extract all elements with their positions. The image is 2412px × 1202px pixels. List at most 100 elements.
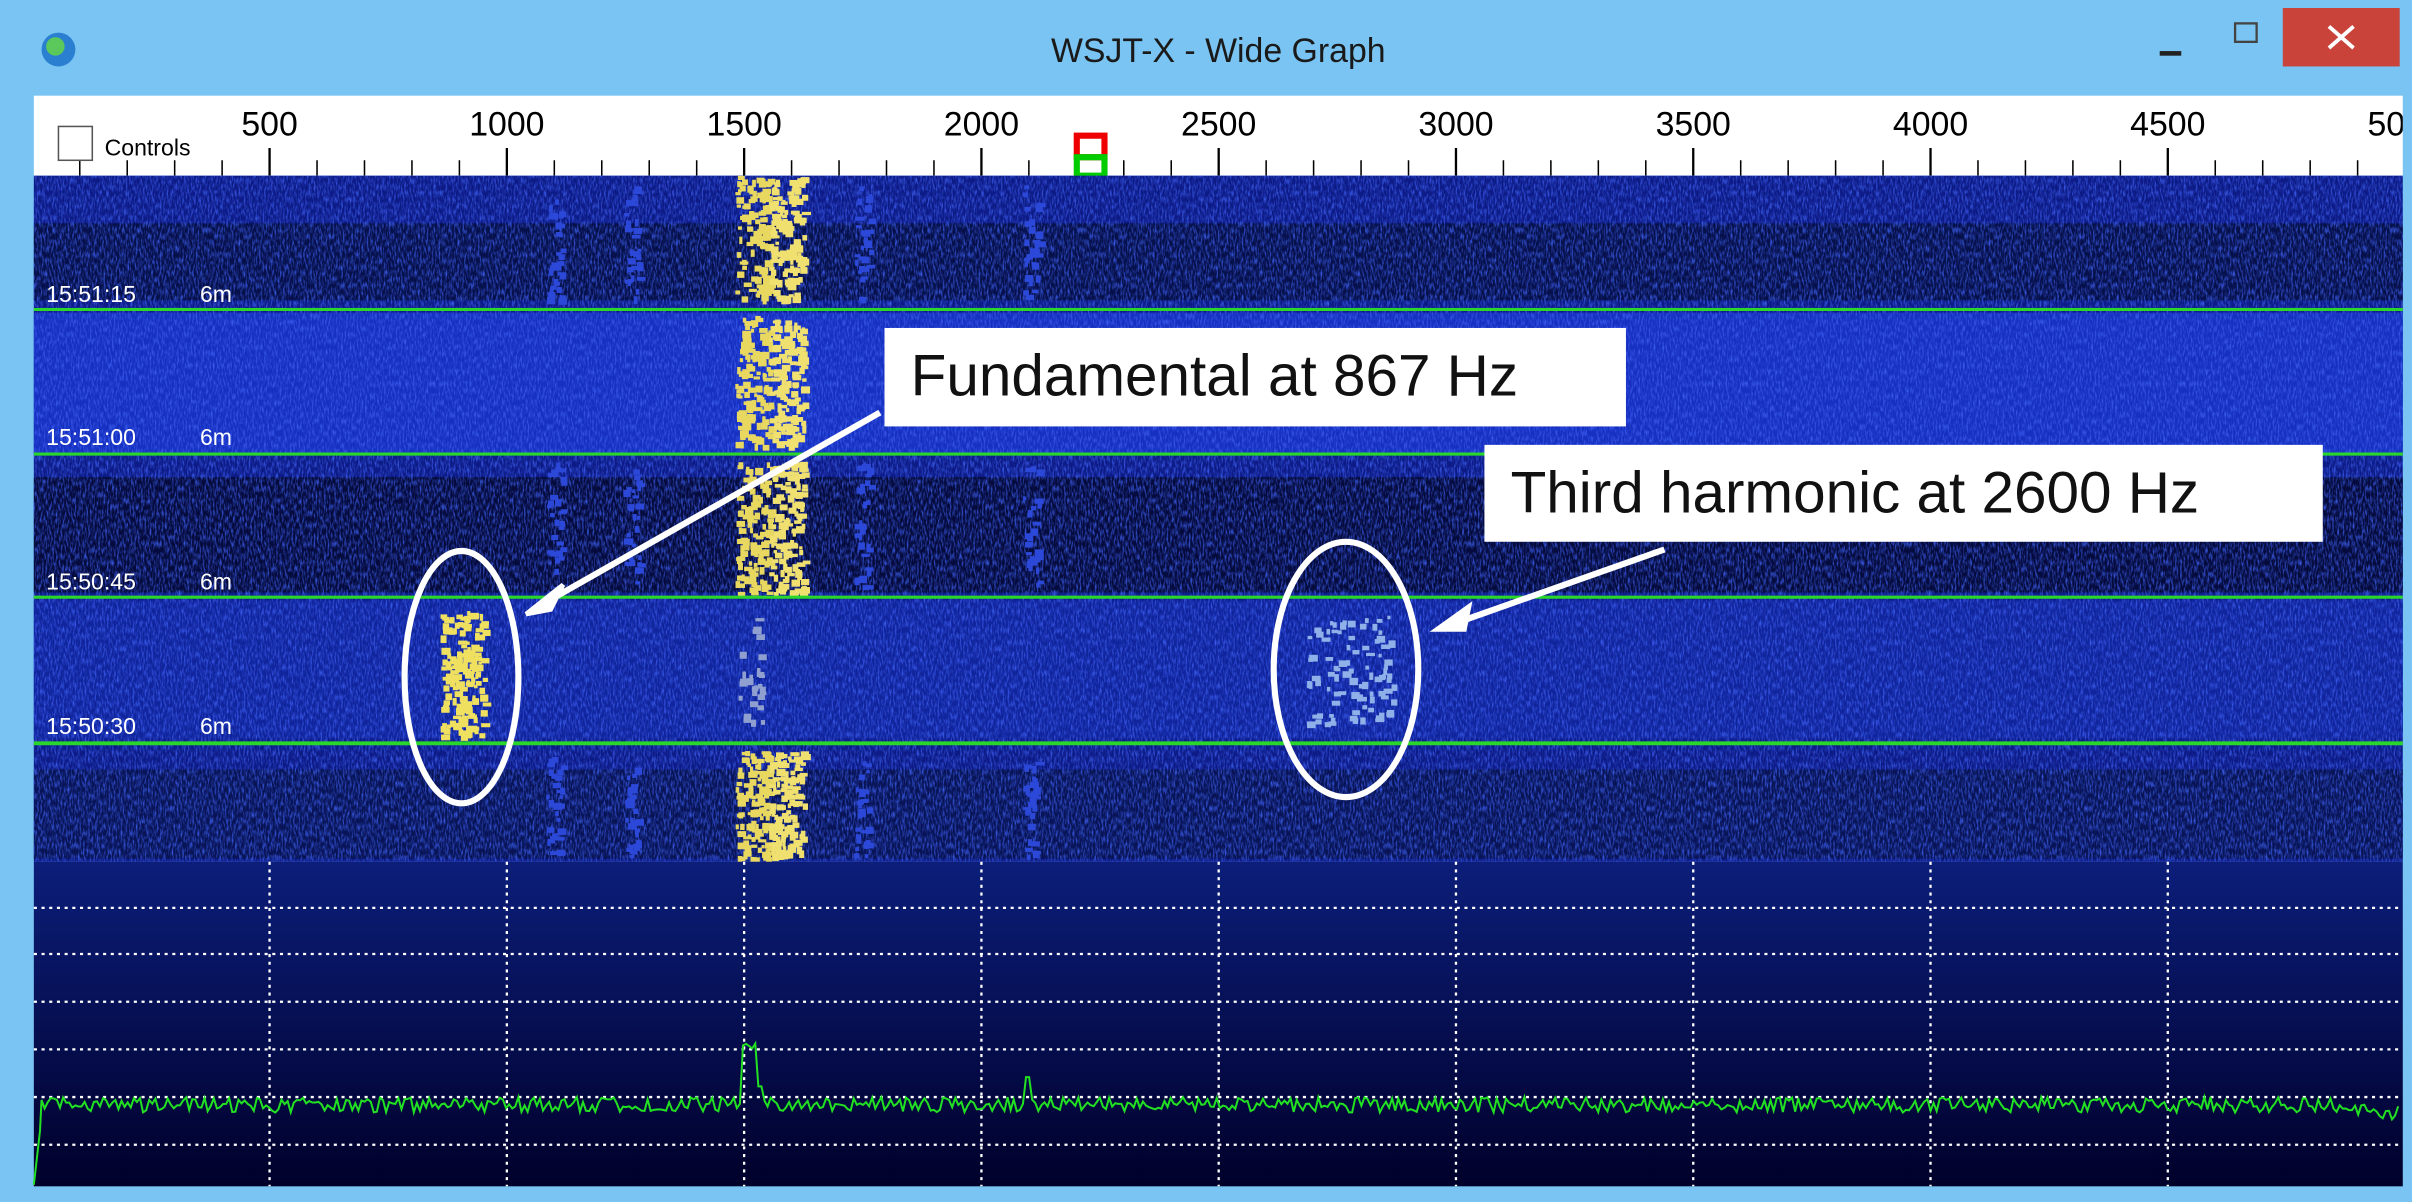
signal-pixel: [765, 385, 769, 391]
controls-label[interactable]: Controls: [105, 135, 191, 161]
signal-pixel: [1315, 719, 1321, 724]
signal-pixel: [785, 482, 791, 486]
signal-pixel: [779, 582, 784, 587]
signal-pixel: [751, 837, 755, 842]
signal-pixel: [787, 429, 796, 435]
signal-pixel: [802, 489, 809, 492]
signal-pixel: [1024, 764, 1029, 771]
signal-pixel: [1365, 666, 1369, 670]
scale-label: 4000: [1893, 106, 1968, 144]
signal-pixel: [635, 768, 642, 776]
signal-pixel: [1035, 549, 1044, 556]
signal-pixel: [785, 424, 793, 430]
signal-pixel: [1036, 207, 1043, 212]
signal-pixel: [803, 803, 808, 809]
signal-pixel: [779, 559, 786, 565]
signal-pixel: [775, 242, 779, 245]
signal-pixel: [1362, 646, 1369, 651]
signal-pixel: [549, 205, 553, 213]
signal-pixel: [862, 761, 865, 766]
signal-pixel: [759, 675, 765, 678]
signal-pixel: [752, 686, 758, 691]
signal-pixel: [1378, 630, 1382, 634]
signal-pixel: [1322, 638, 1331, 642]
signal-pixel: [784, 210, 788, 215]
signal-pixel: [458, 683, 464, 690]
signal-pixel: [751, 821, 756, 824]
signal-pixel: [770, 392, 776, 396]
signal-pixel: [755, 513, 760, 520]
signal-pixel: [548, 473, 552, 478]
signal-pixel: [800, 773, 808, 777]
signal-pixel: [770, 824, 773, 831]
signal-pixel: [739, 410, 747, 415]
signal-pixel: [735, 192, 741, 195]
signal-pixel: [856, 787, 859, 792]
signal-pixel: [559, 795, 562, 799]
signal-pixel: [856, 488, 865, 494]
scale-label: 2500: [1181, 106, 1256, 144]
signal-pixel: [555, 811, 559, 816]
signal-pixel: [561, 249, 567, 254]
signal-pixel: [855, 260, 858, 266]
signal-pixel: [759, 267, 766, 271]
signal-pixel: [786, 486, 792, 493]
signal-pixel: [1027, 536, 1033, 542]
signal-pixel: [790, 801, 798, 806]
signal-pixel: [635, 503, 644, 509]
signal-pixel: [1370, 692, 1374, 697]
signal-pixel: [750, 753, 755, 759]
signal-pixel: [555, 499, 561, 506]
signal-pixel: [740, 358, 743, 362]
signal-pixel: [632, 198, 636, 203]
signal-pixel: [1375, 677, 1383, 683]
signal-pixel: [869, 250, 874, 255]
signal-pixel: [1391, 684, 1397, 691]
signal-pixel: [560, 788, 565, 795]
signal-pixel: [738, 795, 745, 802]
signal-pixel: [783, 296, 791, 303]
signal-pixel: [858, 802, 862, 808]
signal-pixel: [751, 502, 758, 505]
scale-label: 1500: [707, 106, 782, 144]
signal-pixel: [749, 199, 756, 203]
signal-pixel: [457, 651, 462, 658]
signal-pixel: [1309, 682, 1313, 689]
signal-pixel: [1328, 672, 1335, 677]
signal-pixel: [775, 815, 779, 820]
signal-pixel: [766, 756, 771, 762]
signal-pixel: [794, 756, 803, 762]
signal-pixel: [751, 250, 755, 257]
scale-label: 500: [241, 106, 297, 144]
minimize-button[interactable]: [2160, 51, 2182, 56]
signal-pixel: [769, 267, 775, 271]
signal-pixel: [1023, 807, 1031, 810]
signal-pixel: [739, 857, 745, 862]
scale-label: 3000: [1418, 106, 1493, 144]
signal-pixel: [752, 191, 755, 194]
signal-pixel: [777, 196, 782, 201]
signal-pixel: [755, 810, 759, 816]
controls-checkbox[interactable]: [58, 126, 92, 160]
signal-pixel: [779, 761, 786, 768]
signal-pixel: [758, 777, 761, 781]
signal-pixel: [628, 504, 635, 510]
signal-pixel: [776, 849, 780, 854]
signal-pixel: [752, 770, 757, 776]
signal-pixel: [441, 635, 447, 643]
signal-pixel: [741, 538, 748, 542]
signal-pixel: [627, 533, 631, 538]
signal-pixel: [1365, 618, 1369, 623]
signal-pixel: [769, 842, 775, 846]
band-label: 6m: [200, 281, 232, 307]
signal-pixel: [744, 283, 752, 288]
signal-pixel: [635, 581, 640, 584]
signal-pixel: [547, 297, 555, 304]
signal-pixel: [767, 462, 770, 468]
signal-pixel: [792, 817, 797, 823]
signal-pixel: [472, 698, 479, 705]
signal-pixel: [869, 485, 876, 490]
signal-pixel: [738, 772, 745, 778]
signal-pixel: [787, 476, 793, 481]
signal-pixel: [1036, 232, 1044, 239]
